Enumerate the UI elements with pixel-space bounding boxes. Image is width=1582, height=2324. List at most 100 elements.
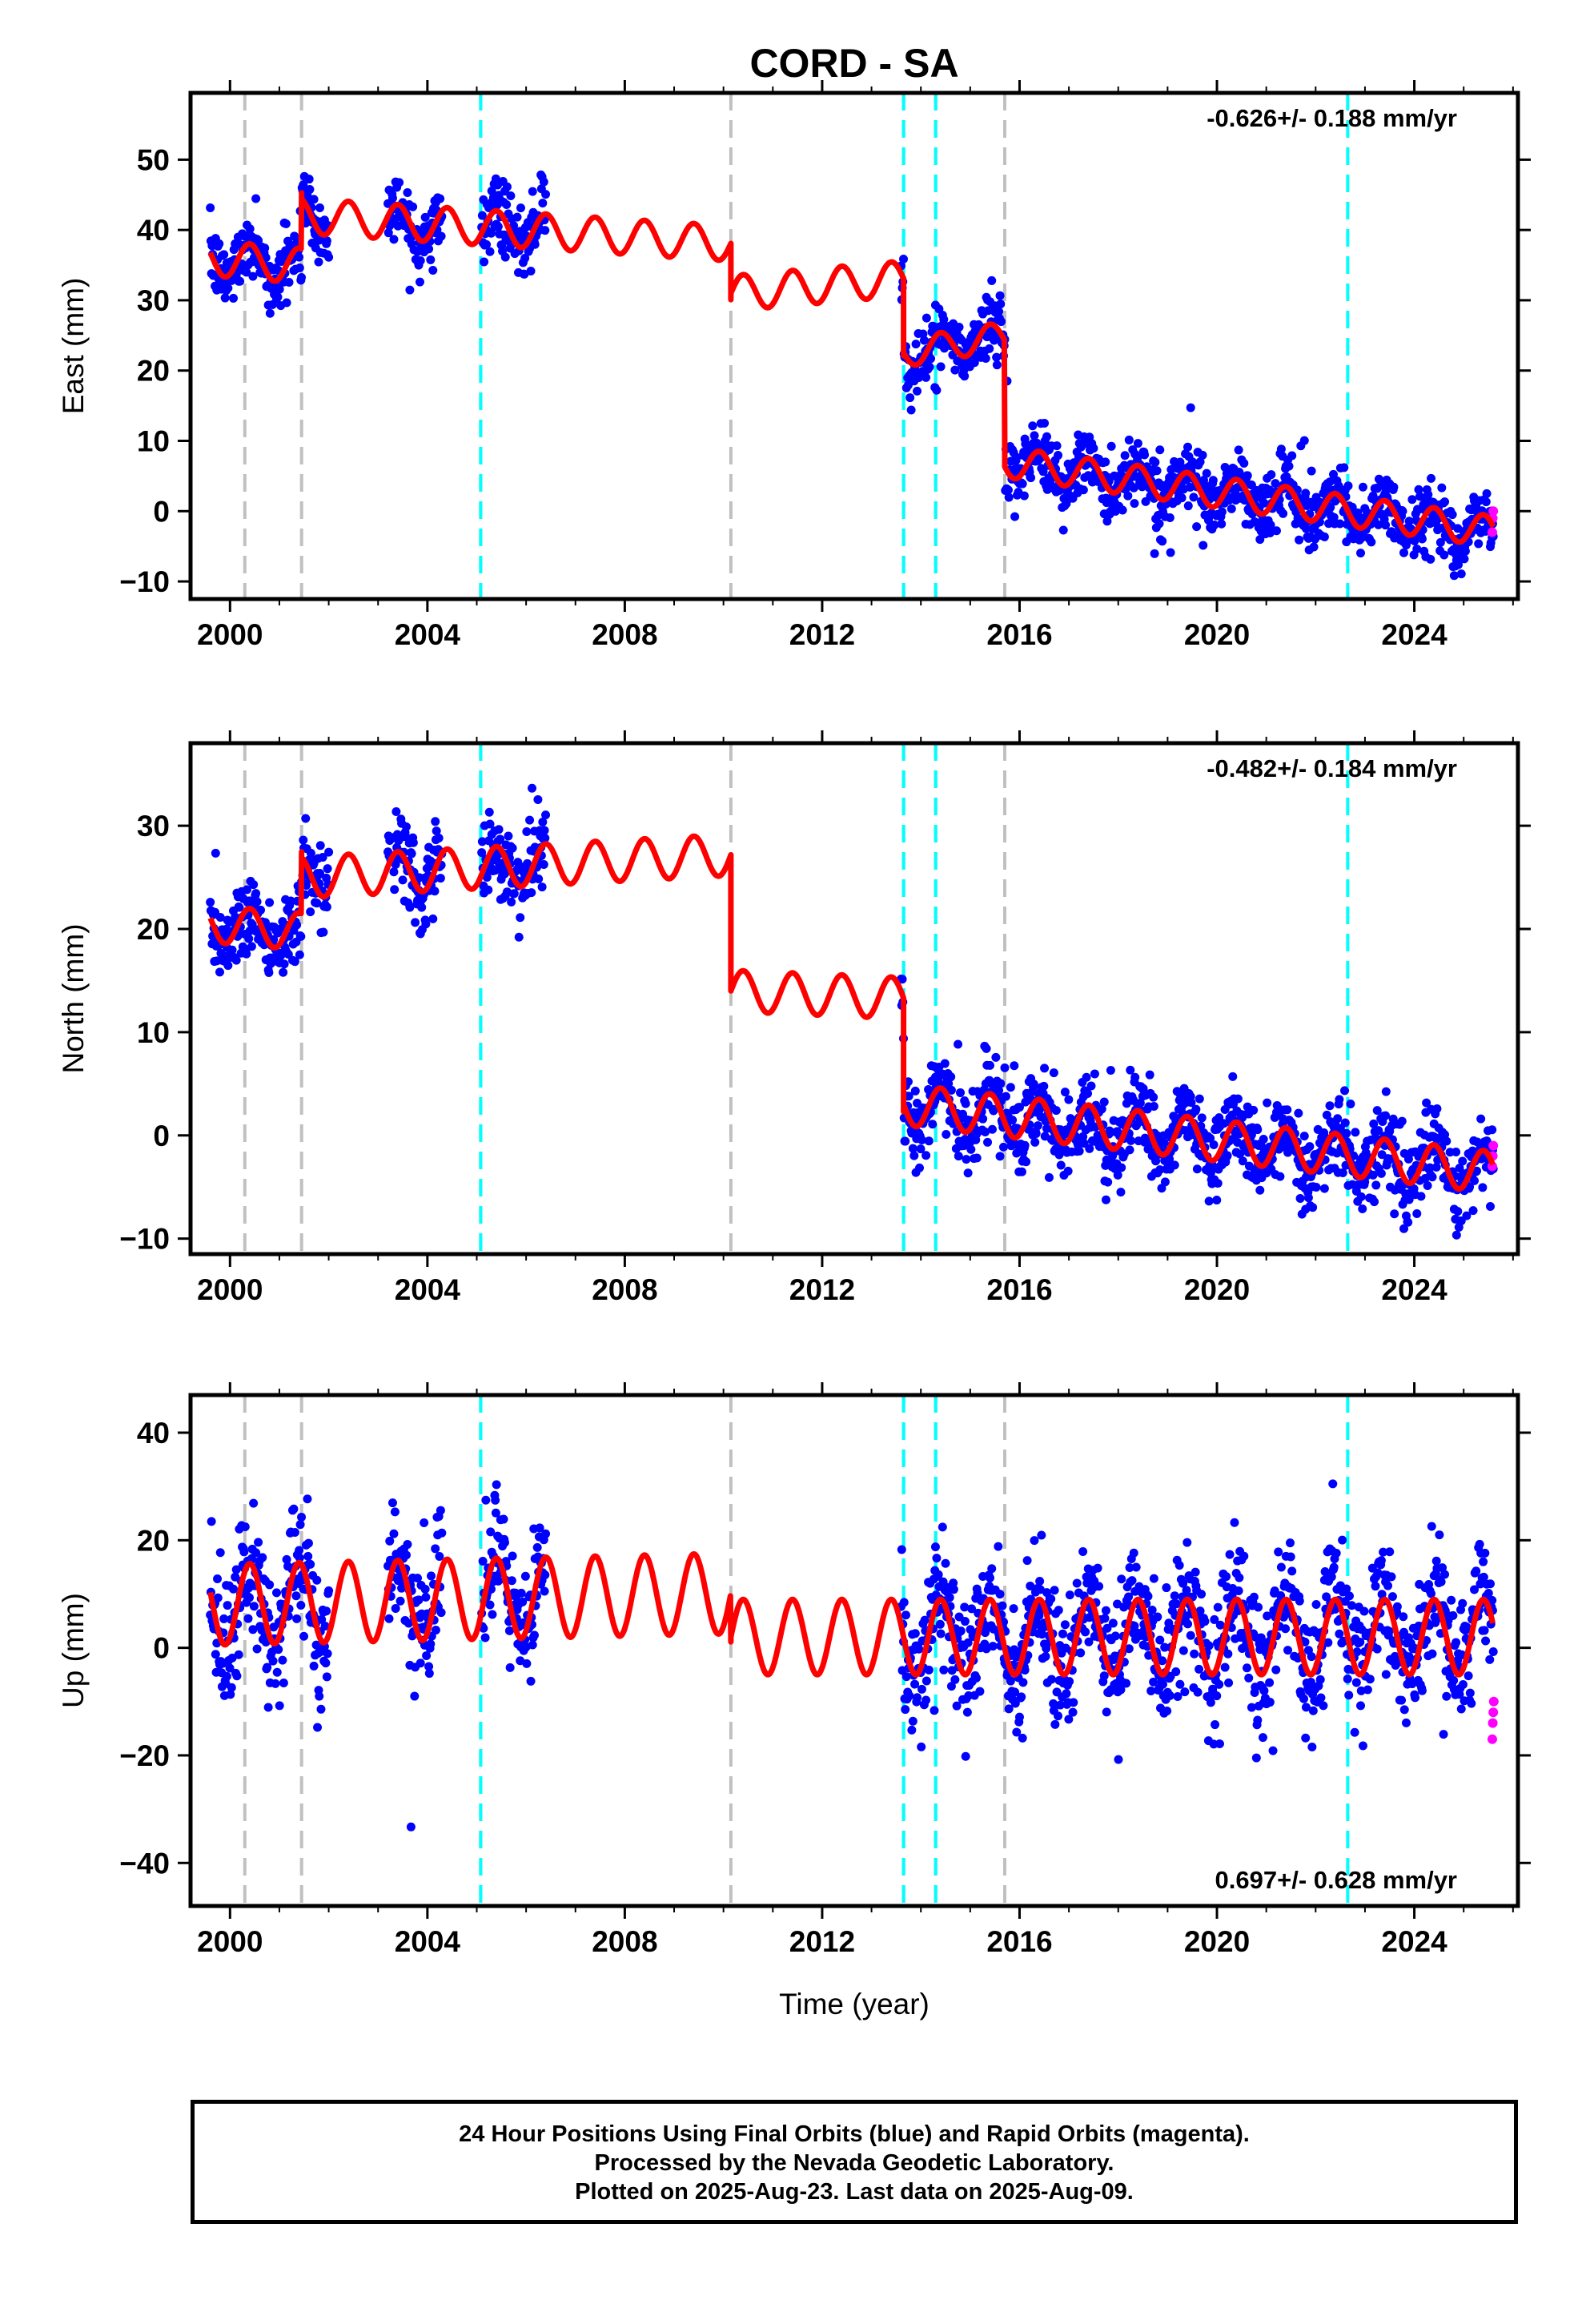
final-orbit-point bbox=[972, 1153, 982, 1163]
final-orbit-point bbox=[413, 1574, 423, 1583]
final-orbit-point bbox=[1481, 497, 1491, 507]
final-orbit-point bbox=[932, 1554, 942, 1563]
final-orbit-point bbox=[406, 1822, 416, 1831]
final-orbit-point bbox=[291, 1591, 301, 1601]
final-orbit-point bbox=[305, 185, 315, 195]
y-tick-label: 20 bbox=[137, 913, 170, 946]
final-orbit-point bbox=[314, 257, 323, 267]
final-orbit-point bbox=[985, 344, 994, 353]
final-orbit-point bbox=[491, 1495, 500, 1505]
final-orbit-point bbox=[1484, 1589, 1493, 1598]
final-orbit-point bbox=[1028, 421, 1038, 431]
final-orbit-point bbox=[426, 1639, 436, 1649]
final-orbit-point bbox=[390, 1507, 400, 1517]
final-orbit-point bbox=[1150, 457, 1160, 467]
final-orbit-point bbox=[1319, 532, 1329, 541]
final-orbit-point bbox=[1383, 1581, 1393, 1590]
final-orbit-point bbox=[1387, 1572, 1396, 1582]
final-orbit-point bbox=[1079, 1139, 1089, 1148]
final-orbit-point bbox=[509, 889, 519, 899]
final-orbit-point bbox=[1010, 1687, 1020, 1697]
final-orbit-point bbox=[1404, 517, 1414, 526]
final-orbit-point bbox=[1339, 463, 1349, 472]
final-orbit-point bbox=[1228, 1072, 1238, 1081]
final-orbit-point bbox=[966, 1144, 976, 1154]
rapid-orbit-point bbox=[1487, 527, 1497, 537]
final-orbit-point bbox=[1287, 1566, 1297, 1576]
final-orbit-point bbox=[1227, 504, 1236, 513]
final-orbit-point bbox=[1427, 1589, 1436, 1598]
final-orbit-point bbox=[435, 1551, 444, 1561]
final-orbit-point bbox=[1076, 1648, 1086, 1658]
final-orbit-point bbox=[996, 1079, 1006, 1088]
final-orbit-point bbox=[936, 362, 946, 372]
final-orbit-point bbox=[1251, 1753, 1261, 1763]
final-orbit-point bbox=[1162, 1583, 1171, 1593]
final-orbit-point bbox=[1106, 1066, 1115, 1076]
final-orbit-point bbox=[415, 277, 424, 287]
final-orbit-point bbox=[1026, 1581, 1035, 1590]
final-orbit-point bbox=[1072, 1578, 1082, 1588]
final-orbit-point bbox=[1338, 1168, 1347, 1177]
final-orbit-point bbox=[523, 858, 532, 868]
panel-frame bbox=[188, 741, 1520, 1256]
final-orbit-point bbox=[928, 1120, 938, 1129]
final-orbit-point bbox=[530, 239, 540, 249]
final-orbit-point bbox=[1253, 1125, 1263, 1135]
final-orbit-point bbox=[496, 834, 505, 844]
final-orbit-point bbox=[213, 1574, 223, 1583]
final-orbit-point bbox=[1295, 1596, 1304, 1606]
final-orbit-point bbox=[1259, 1686, 1269, 1695]
final-orbit-point bbox=[1478, 1183, 1488, 1192]
final-orbit-point bbox=[1204, 1641, 1214, 1651]
final-orbit-point bbox=[254, 1538, 263, 1547]
final-orbit-point bbox=[428, 265, 438, 275]
final-orbit-point bbox=[1030, 431, 1039, 440]
final-orbit-point bbox=[910, 1629, 920, 1638]
final-orbit-point bbox=[1295, 1193, 1305, 1203]
final-orbit-point bbox=[538, 199, 548, 208]
final-orbit-point bbox=[1200, 1617, 1210, 1626]
final-orbit-point bbox=[1029, 1080, 1038, 1089]
final-orbit-point bbox=[1307, 1743, 1317, 1752]
final-orbit-point bbox=[408, 202, 418, 211]
final-orbit-point bbox=[1144, 1651, 1154, 1660]
final-orbit-point bbox=[910, 1086, 920, 1096]
final-orbit-point bbox=[1265, 1678, 1275, 1687]
final-orbit-point bbox=[1198, 450, 1207, 460]
final-orbit-point bbox=[484, 885, 493, 895]
final-orbit-point bbox=[1359, 1606, 1369, 1616]
rate-annotation-east: -0.626+/- 0.188 mm/yr bbox=[1207, 104, 1457, 132]
final-orbit-point bbox=[1230, 1518, 1239, 1527]
final-orbit-point bbox=[277, 255, 287, 265]
final-orbit-point bbox=[1474, 539, 1484, 549]
final-orbit-point bbox=[274, 1645, 283, 1655]
final-orbit-point bbox=[215, 912, 225, 922]
final-orbit-point bbox=[401, 832, 411, 842]
final-orbit-point bbox=[905, 393, 915, 403]
final-orbit-point bbox=[286, 896, 295, 906]
final-orbit-point bbox=[1340, 1118, 1350, 1128]
final-orbit-point bbox=[1467, 1699, 1476, 1708]
final-orbit-point bbox=[914, 1644, 924, 1654]
final-orbit-point bbox=[533, 794, 543, 804]
final-orbit-point bbox=[981, 353, 990, 363]
final-orbit-point bbox=[1150, 549, 1159, 558]
final-orbit-point bbox=[940, 1059, 950, 1068]
model-fit-line bbox=[207, 190, 1496, 545]
final-orbit-point bbox=[1006, 1083, 1015, 1092]
final-orbit-point bbox=[1329, 1562, 1339, 1572]
final-orbit-point bbox=[534, 874, 544, 883]
final-orbit-point bbox=[916, 1144, 926, 1154]
y-tick-label: 50 bbox=[137, 143, 170, 176]
final-orbit-point bbox=[1488, 1647, 1498, 1657]
final-orbit-point bbox=[1235, 1573, 1244, 1582]
final-orbit-point bbox=[541, 1529, 551, 1538]
final-orbit-point bbox=[234, 1650, 243, 1659]
final-orbit-point bbox=[1411, 1693, 1420, 1703]
final-orbit-point bbox=[1285, 1538, 1295, 1548]
final-orbit-point bbox=[502, 200, 512, 210]
final-orbit-point bbox=[1377, 1590, 1387, 1599]
final-orbit-point bbox=[317, 1614, 327, 1624]
final-orbit-point bbox=[1123, 491, 1133, 501]
